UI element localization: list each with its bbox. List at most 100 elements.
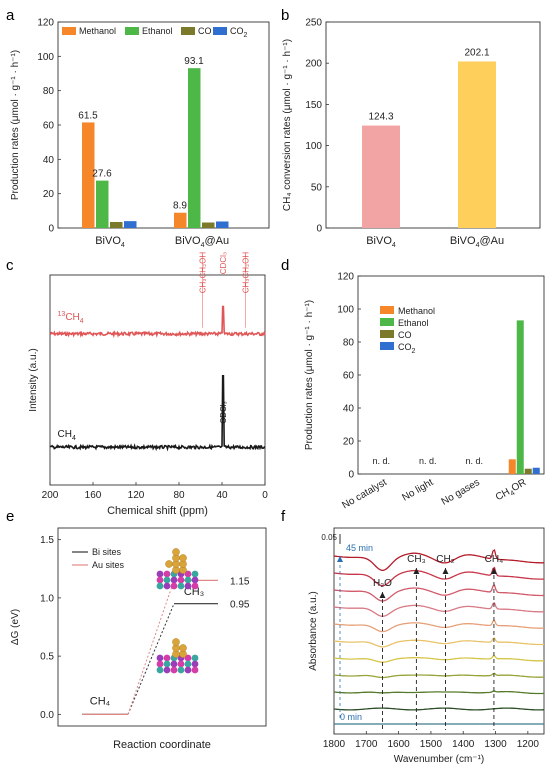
y-tick-label: 250 [305, 18, 322, 29]
y-tick-label: 40 [343, 404, 355, 415]
panel-e-energy-diagram: 0.0 0.5 1.0 1.5 ΔG (eV) Reaction coordinate Bi… [10, 527, 267, 751]
y-axis-label: Production rates (μmol · g⁻¹ · h⁻¹) [304, 300, 315, 450]
slab-atom [156, 582, 164, 590]
x-tick-label: 1200 [517, 739, 540, 750]
y-tick-label: 1.0 [40, 593, 54, 604]
slab-atom [177, 666, 185, 674]
ir-spectrum-5 [333, 637, 545, 648]
trace-label: CH4 [58, 429, 76, 442]
y-axis-label: Absorbance (a.u.) [308, 591, 319, 671]
panel-label-f: f [281, 508, 286, 525]
x-axis-label: Chemical shift (ppm) [107, 505, 208, 517]
slab-atom [184, 660, 192, 668]
y-tick-label: 120 [37, 18, 54, 29]
peak-annotation: CDCl₃ [219, 252, 228, 274]
x-category-label: BiVO4@Au [450, 235, 504, 249]
nmr-trace-0 [49, 305, 266, 339]
y-tick-label: 20 [43, 189, 55, 200]
y-tick-label: 60 [43, 121, 55, 132]
slab-atom [191, 654, 199, 662]
bar-bivo4-au [458, 61, 496, 228]
slab-atom [184, 582, 192, 590]
bar-value-label: 27.6 [92, 169, 112, 180]
ir-spectrum-7 [333, 672, 544, 679]
bar-co2-0 [124, 221, 137, 228]
y-tick-label: 0 [48, 224, 54, 235]
ir-spectrum-6 [333, 655, 544, 663]
state-label: CH₄ [90, 695, 111, 707]
legend-label: CO2 [398, 342, 416, 355]
x-tick-label: 40 [216, 490, 228, 501]
x-category-label: No light [400, 477, 435, 504]
y-tick-label: 1.5 [40, 535, 54, 546]
nmr-trace-1 [49, 375, 266, 452]
panel-b-conversion-chart: 0 50 100 150 200 250 124.3 BiVO4 202.1 BiVO4@Au CH… [282, 18, 541, 249]
bar-value-label: 124.3 [368, 112, 393, 123]
slab-atom [156, 570, 164, 578]
gold-atom [165, 560, 173, 568]
panel-d-control-chart: 0 20 40 60 80 100 120 n. d. No catalyst n. d. No l… [304, 272, 545, 511]
slab-atom [191, 582, 199, 590]
x-tick-label: 80 [173, 490, 185, 501]
slab-atom [170, 660, 178, 668]
y-tick-label: 200 [305, 59, 322, 70]
y-axis-label: Production rates (μmol · g⁻¹ · h⁻¹) [10, 50, 21, 200]
y-axis-label: CH₄ conversion rates (μmol · g⁻¹ · h⁻¹) [282, 39, 293, 211]
bar-value-label: 93.1 [184, 56, 204, 67]
slab-atom [170, 666, 178, 674]
bar-ethanol-0 [96, 180, 109, 228]
gold-atom [179, 644, 187, 652]
panel-label-b: b [281, 7, 289, 24]
slab-atom [184, 570, 192, 578]
slab-atom [177, 660, 185, 668]
slab-atom [163, 570, 171, 578]
legend-swatch [380, 306, 394, 314]
time-label: 45 min [346, 543, 373, 553]
scale-bar-label: 0.05 [321, 533, 337, 542]
ir-spectrum-3 [333, 602, 544, 617]
legend-swatch [380, 330, 394, 338]
y-axis-label: Intensity (a.u.) [28, 348, 39, 411]
time-label: 0 min [340, 712, 362, 722]
y-tick-label: 0 [316, 224, 322, 235]
panel-label-a: a [6, 7, 15, 24]
slab-atom [156, 666, 164, 674]
bar-ethanol-3 [516, 320, 524, 474]
y-tick-label: 150 [305, 100, 322, 111]
legend-label: CO2 [230, 26, 248, 39]
ir-spectrum-0 [333, 548, 544, 572]
y-tick-label: 100 [337, 305, 354, 316]
slab-atom [191, 660, 199, 668]
x-tick-label: 1800 [323, 739, 346, 750]
slab-atom [184, 576, 192, 584]
bar-co-0 [110, 221, 123, 228]
x-category-label: BiVO4 [366, 235, 396, 249]
y-tick-label: 80 [343, 338, 355, 349]
bar-value-label: 202.1 [464, 47, 489, 58]
x-tick-label: 1600 [387, 739, 410, 750]
legend-swatch [380, 318, 394, 326]
slab-atom [163, 660, 171, 668]
legend-label: Methanol [398, 306, 435, 316]
slab-atom [163, 654, 171, 662]
x-category-label: BiVO4 [95, 235, 125, 249]
band-arrow-head [379, 592, 386, 598]
legend-swatch [213, 27, 227, 35]
x-axis-label: Wavenumber (cm⁻¹) [394, 754, 484, 765]
slab-atom [156, 660, 164, 668]
slab-atom [156, 654, 164, 662]
x-tick-label: 120 [128, 490, 145, 501]
energy-value-label: 0.95 [230, 600, 250, 611]
x-tick-label: 1700 [355, 739, 378, 750]
slab-atom [163, 582, 171, 590]
legend-label: Au sites [92, 560, 125, 570]
plot-frame [49, 274, 266, 486]
y-tick-label: 80 [43, 86, 55, 97]
slab-atom [191, 570, 199, 578]
bar-co2-1 [216, 221, 229, 228]
bar-co2-3 [532, 467, 540, 474]
band-label: CH₃ [407, 554, 426, 565]
x-tick-label: 1500 [420, 739, 443, 750]
ir-spectrum-8 [333, 690, 545, 695]
x-tick-label: 1400 [452, 739, 475, 750]
